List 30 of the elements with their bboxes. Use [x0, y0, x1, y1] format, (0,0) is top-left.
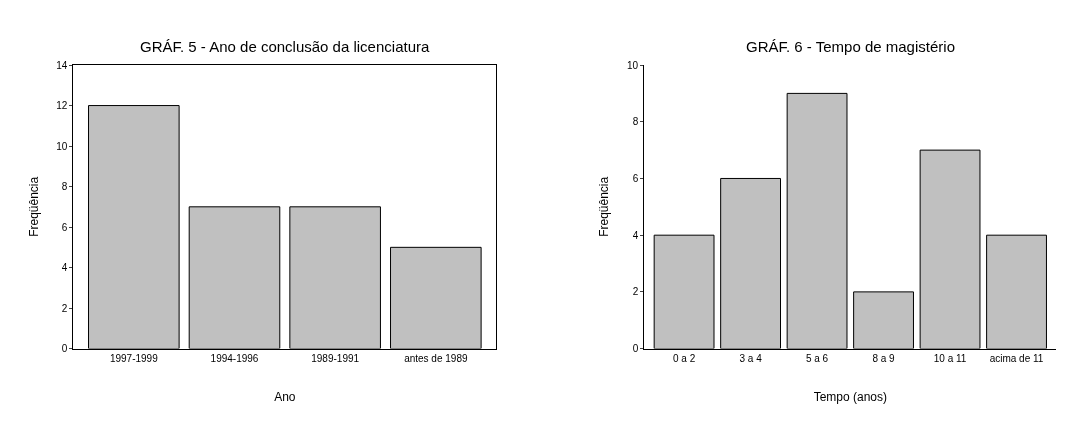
y-tick-label: 8: [632, 116, 639, 128]
x-axis-title: Ano: [274, 390, 296, 405]
y-tick-label: 10: [627, 59, 639, 71]
y-tick-label: 10: [56, 140, 68, 152]
x-tick-label: antes de 1989: [404, 352, 468, 364]
x-tick-label: 1997-1999: [109, 352, 159, 364]
chart-title: GRÁF. 6 - Tempo de magistério: [746, 38, 955, 55]
x-tick-label: 5 a 6: [805, 352, 829, 364]
x-tick-label: 10 a 11: [933, 352, 967, 364]
chart-title: GRÁF. 5 - Ano de conclusão da licenciatura: [140, 38, 430, 55]
y-tick-label: 0: [632, 343, 639, 355]
y-tick-label: 8: [61, 181, 68, 193]
x-tick-label: acima de 11: [989, 352, 1044, 364]
x-tick-label: 8 a 9: [872, 352, 896, 364]
x-tick-label: 0 a 2: [672, 352, 696, 364]
y-tick-label: 14: [56, 59, 68, 71]
y-tick-label: 4: [61, 262, 68, 274]
y-tick-label: 4: [632, 229, 639, 241]
x-tick-label: 1994-1996: [210, 352, 259, 364]
y-tick-label: 2: [61, 302, 68, 314]
y-axis-title: Freqüência: [597, 176, 612, 237]
y-tick-label: 6: [632, 172, 639, 184]
x-tick-label: 3 a 4: [739, 352, 763, 364]
y-tick-label: 2: [632, 286, 639, 298]
y-axis-title: Freqüência: [26, 176, 41, 237]
y-tick-label: 6: [61, 221, 68, 233]
x-tick-label: 1989-1991: [311, 352, 360, 364]
y-tick-label: 0: [61, 343, 68, 355]
x-axis-title: Tempo (anos): [813, 390, 887, 405]
y-tick-label: 12: [56, 100, 68, 112]
